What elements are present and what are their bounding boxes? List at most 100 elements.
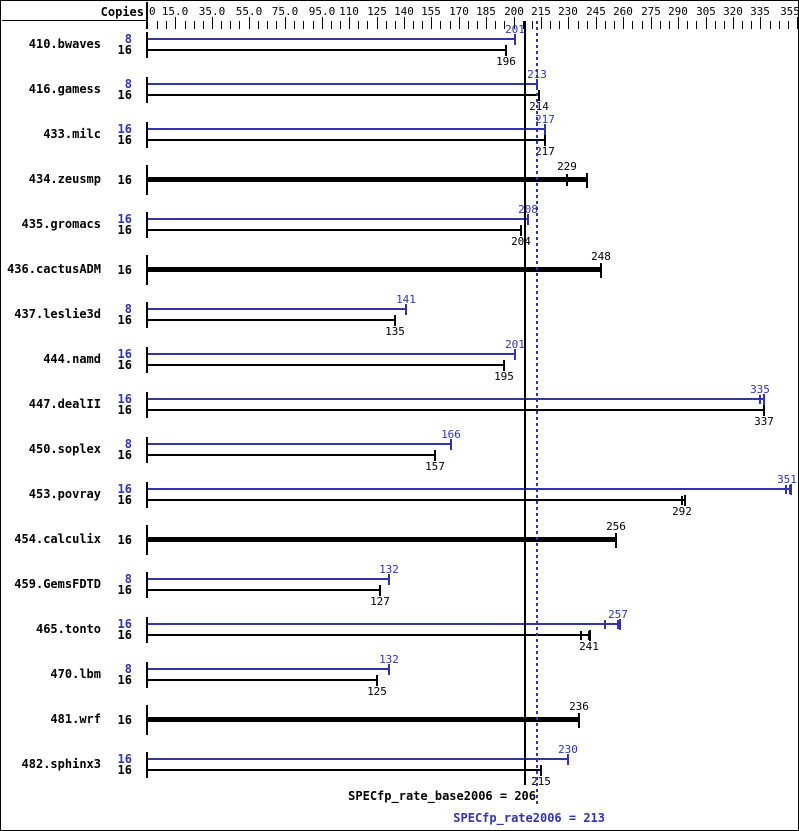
bar-value-label: 201: [505, 338, 525, 351]
base-bar: [148, 769, 541, 771]
bar-value-label: 135: [385, 325, 405, 338]
bar-value-label: 248: [591, 250, 611, 263]
group-bracket: [146, 482, 148, 508]
bar-end-tick: [790, 484, 792, 495]
axis-tick-label: 155: [421, 5, 441, 18]
axis-major-tick: [541, 17, 542, 29]
axis-tick-label: 290: [668, 5, 688, 18]
bar-end-tick: [544, 135, 546, 146]
axis-major-tick: [706, 17, 707, 29]
axis-major-tick: [486, 17, 487, 29]
axis-minor-tick: [523, 21, 524, 29]
axis-minor-tick: [440, 21, 441, 29]
axis-minor-tick: [715, 21, 716, 29]
axis-minor-tick: [788, 21, 789, 29]
axis-major-tick: [760, 17, 761, 29]
axis-major-tick: [596, 17, 597, 29]
axis-minor-tick: [669, 21, 670, 29]
axis-minor-tick: [413, 21, 414, 29]
bar-value-label: 132: [379, 653, 399, 666]
bar-value-label: 195: [494, 370, 514, 383]
copies-label: 16: [117, 43, 132, 57]
base-bar: [148, 229, 521, 231]
peak-bar: [148, 128, 545, 130]
axis-minor-tick: [303, 21, 304, 29]
copies-label: 16: [117, 173, 132, 187]
benchmark-label: 465.tonto: [35, 622, 101, 636]
base-bar: [148, 679, 377, 681]
bar-end-tick: [589, 630, 591, 641]
axis-minor-tick: [267, 21, 268, 29]
copies-label: 16: [117, 628, 132, 642]
axis-major-tick: [377, 17, 378, 29]
copies-label: 16: [117, 493, 132, 507]
axis-major-tick: [349, 17, 350, 29]
benchmark-label: 433.milc: [43, 127, 101, 141]
bar-value-label: 208: [518, 203, 538, 216]
axis-tick-label: 55.0: [235, 5, 263, 18]
copies-label: 8: [124, 437, 132, 451]
axis-minor-tick: [166, 21, 167, 29]
axis-tick-label: 95.0: [308, 5, 336, 18]
bar-end-tick: [514, 349, 516, 360]
bar-value-label: 217: [535, 145, 555, 158]
bar-min-tick: [604, 620, 606, 629]
benchmark-label: 482.sphinx3: [21, 757, 101, 771]
axis-minor-tick: [340, 21, 341, 29]
peak-bar: [148, 398, 764, 400]
group-bracket: [146, 705, 148, 735]
group-bracket: [146, 122, 148, 148]
axis-minor-tick: [386, 21, 387, 29]
group-bracket: [146, 437, 148, 463]
bar-end-tick: [379, 585, 381, 596]
base-bar: [148, 634, 590, 636]
axis-minor-tick: [367, 21, 368, 29]
axis-tick-label: 140: [394, 5, 414, 18]
benchmark-label: 435.gromacs: [21, 217, 101, 231]
axis-tick-label: 260: [613, 5, 633, 18]
bar-value-label: 157: [425, 460, 445, 473]
axis-minor-tick: [587, 21, 588, 29]
benchmark-label: 447.dealII: [28, 397, 101, 411]
peak-bar: [148, 218, 528, 220]
axis-minor-tick: [605, 21, 606, 29]
group-bracket: [146, 525, 148, 555]
bar-median-tick: [759, 395, 761, 404]
bar-value-label: 236: [569, 700, 589, 713]
copies-label: 16: [117, 533, 132, 547]
axis-minor-tick: [578, 21, 579, 29]
group-bracket: [146, 617, 148, 643]
axis-minor-tick: [203, 21, 204, 29]
axis-tick-label: 320: [723, 5, 743, 18]
axis-major-tick: [623, 17, 624, 29]
axis-minor-tick: [468, 21, 469, 29]
axis-tick-label: 0: [149, 5, 156, 18]
peak-bar: [148, 758, 568, 760]
group-bracket: [146, 302, 148, 328]
bar-end-tick: [578, 713, 580, 728]
base-bar: [148, 139, 545, 141]
bar-end-tick: [388, 574, 390, 585]
benchmark-label: 454.calculix: [14, 532, 101, 546]
copies-label: 16: [117, 263, 132, 277]
axis-origin-line: [146, 2, 148, 29]
group-bracket: [146, 662, 148, 688]
benchmark-label: 470.lbm: [50, 667, 101, 681]
benchmark-label: 434.zeusmp: [28, 172, 101, 186]
copies-label: 8: [124, 32, 132, 46]
axis-minor-tick: [477, 21, 478, 29]
bar-end-tick: [567, 754, 569, 765]
copies-label: 16: [117, 212, 132, 226]
peak-result-label: SPECfp_rate2006 = 213: [453, 811, 605, 825]
axis-minor-tick: [395, 21, 396, 29]
copies-label: 16: [117, 122, 132, 136]
base-bar: [148, 319, 395, 321]
bar-value-label: 241: [579, 640, 599, 653]
bar-value-label: 351: [777, 473, 797, 486]
axis-minor-tick: [660, 21, 661, 29]
axis-minor-tick: [614, 21, 615, 29]
axis-minor-tick: [185, 21, 186, 29]
copies-label: 16: [117, 133, 132, 147]
axis-minor-tick: [687, 21, 688, 29]
